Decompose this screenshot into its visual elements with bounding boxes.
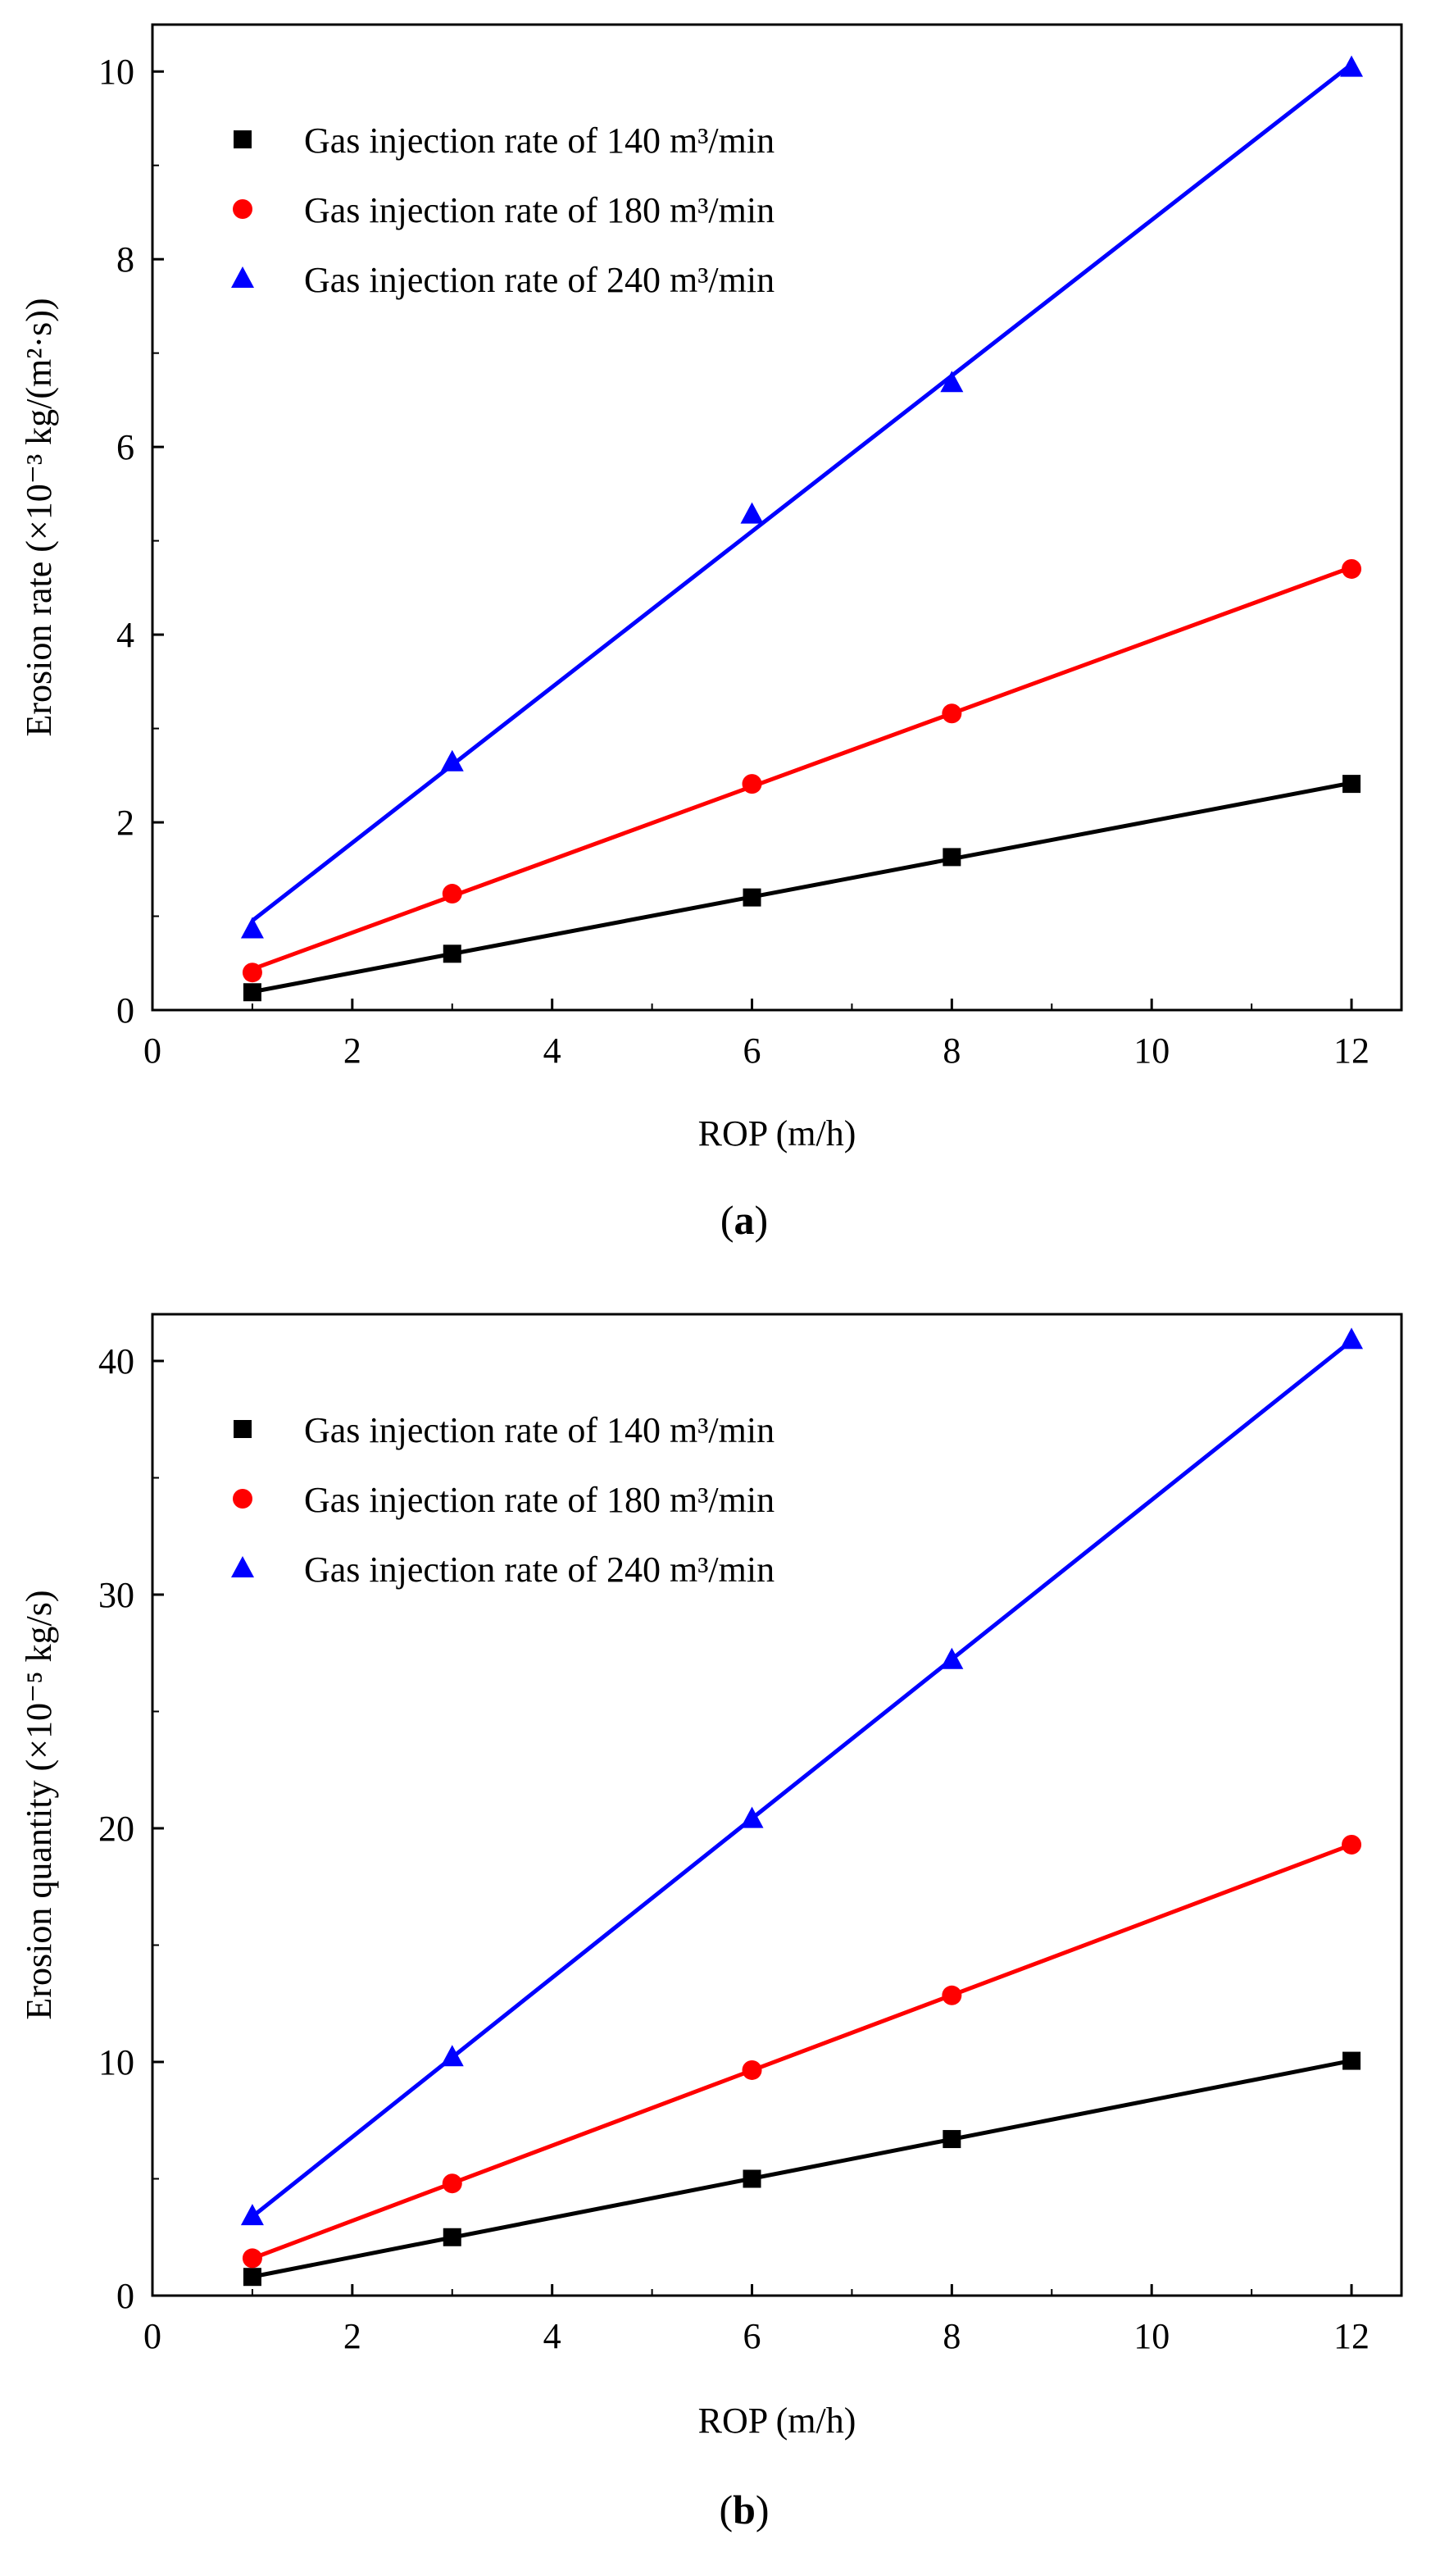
panel-b-series-gas-injection-rate-of-180-m3-min-point: [942, 1985, 962, 2005]
panel-b-legend: Gas injection rate of 140 m³/min Gas inje…: [231, 1410, 775, 1590]
panel-a-series-gas-injection-rate-of-180-m3-min-point: [1342, 558, 1362, 579]
panel-a-legend-marker-circle: [233, 199, 252, 219]
panel-a-legend-marker-triangle: [231, 266, 254, 288]
panel-a-x-tick-label: 4: [543, 1031, 561, 1071]
panel-b-legend-label: Gas injection rate of 240 m³/min: [304, 1550, 775, 1590]
panel-a-series-gas-injection-rate-of-240-m3-min-point: [1340, 55, 1364, 77]
panel-a-legend-marker-square: [234, 130, 252, 148]
panel-a: 0 2 4 6 8 10 12 0 2 4 6 8 10 ROP (m/h) Erosion rate (×…: [19, 23, 1403, 1243]
panel-a-y-axis-title: Erosion rate (×10⁻³ kg/(m²·s)): [19, 298, 59, 736]
panel-a-legend-label: Gas injection rate of 240 m³/min: [304, 260, 775, 300]
panel-b-series-gas-injection-rate-of-240-m3-min: [240, 1327, 1364, 2226]
panel-b-series-gas-injection-rate-of-180-m3-min-point: [242, 2248, 262, 2269]
panel-b-series-gas-injection-rate-of-240-m3-min-point: [440, 2045, 464, 2067]
panel-b-y-axis-title: Erosion quantity (×10⁻⁵ kg/s): [19, 1590, 59, 2019]
panel-b-series-gas-injection-rate-of-140-m3-min-point: [1342, 2051, 1361, 2070]
panel-b-legend-marker-circle: [233, 1489, 252, 1509]
panel-a-plot-frame: [151, 23, 1403, 1012]
panel-b-series-gas-injection-rate-of-180-m3-min-point: [1342, 1834, 1362, 1855]
panel-b-panel-label: (b): [719, 2487, 769, 2533]
panel-a-x-tick-label: 2: [343, 1031, 361, 1071]
panel-a-series-gas-injection-rate-of-240-m3-min-point: [440, 749, 464, 771]
panel-a-x-tick-label: 8: [943, 1031, 961, 1071]
panel-a-y-tick-label: 6: [116, 427, 134, 467]
panel-b-series-gas-injection-rate-of-240-m3-min-point: [740, 1806, 764, 1828]
panel-a-series-gas-injection-rate-of-240-m3-min-point: [740, 502, 764, 524]
panel-a-series-gas-injection-rate-of-140-m3-min-point: [443, 944, 461, 963]
panel-a-y-tick-label: 2: [116, 803, 134, 843]
panel-a-series-gas-injection-rate-of-140-m3-min-point: [243, 983, 261, 1002]
panel-a-series-gas-injection-rate-of-140-m3-min-fit-line: [252, 781, 1352, 994]
panel-a-series-gas-injection-rate-of-180-m3-min-point: [742, 774, 762, 794]
panel-a-y-tick-label: 0: [116, 990, 134, 1031]
panel-b-series-gas-injection-rate-of-140-m3-min-point: [443, 2228, 461, 2246]
panel-b-y-tick-label: 30: [98, 1575, 134, 1615]
panel-a-series-gas-injection-rate-of-180-m3-min-point: [242, 963, 262, 983]
panel-b-series-gas-injection-rate-of-180-m3-min-point: [442, 2173, 462, 2194]
panel-a-series-gas-injection-rate-of-180-m3-min-point: [442, 884, 462, 904]
panel-a-series-gas-injection-rate-of-140-m3-min-point: [943, 848, 961, 867]
panel-b-series-gas-injection-rate-of-140-m3-min-point: [743, 2169, 761, 2188]
panel-b-x-tick-label: 2: [343, 2316, 361, 2356]
panel-b-legend-label: Gas injection rate of 180 m³/min: [304, 1480, 775, 1520]
panel-a-x-tick-label: 10: [1133, 1031, 1170, 1071]
panel-a-series-gas-injection-rate-of-180-m3-min-point: [942, 703, 962, 724]
panel-a-series-gas-injection-rate-of-180-m3-min: [242, 558, 1362, 983]
panel-b-series-gas-injection-rate-of-240-m3-min-fit-line: [251, 1339, 1353, 2219]
panel-a-series-gas-injection-rate-of-180-m3-min-fit-line: [252, 565, 1352, 972]
panel-b-series-gas-injection-rate-of-180-m3-min-point: [742, 2059, 762, 2080]
panel-b-series-gas-injection-rate-of-240-m3-min-point: [940, 1647, 964, 1669]
panel-b-x-tick-label: 10: [1133, 2316, 1170, 2356]
panel-a-series-gas-injection-rate-of-240-m3-min: [240, 55, 1364, 939]
panel-a-series-gas-injection-rate-of-240-m3-min-point: [240, 917, 264, 939]
panel-b-x-tick-label: 6: [743, 2316, 761, 2356]
panel-b-x-axis-title: ROP (m/h): [698, 2401, 856, 2441]
panel-a-series-gas-injection-rate-of-140-m3-min-point: [743, 888, 761, 907]
panel-b-y-tick-label: 40: [98, 1341, 134, 1381]
panel-a-y-tick-label: 8: [116, 239, 134, 280]
panel-b-x-tick-label: 0: [143, 2316, 161, 2356]
panel-b-series-gas-injection-rate-of-140-m3-min-point: [943, 2130, 961, 2149]
panel-b-series-gas-injection-rate-of-240-m3-min-point: [1340, 1327, 1364, 1349]
panel-b-plot-frame: [151, 1313, 1403, 2297]
panel-a-series-gas-injection-rate-of-140-m3-min: [243, 775, 1361, 1002]
panel-a-series-gas-injection-rate-of-240-m3-min-point: [940, 371, 964, 393]
panel-b-series-gas-injection-rate-of-180-m3-min: [242, 1834, 1362, 2269]
panel-b-y-tick-label: 0: [116, 2276, 134, 2316]
panel-b-x-tick-label: 12: [1333, 2316, 1370, 2356]
panel-a-x-tick-label: 0: [143, 1031, 161, 1071]
panel-a-series-gas-injection-rate-of-240-m3-min-fit-line: [251, 62, 1353, 922]
panel-b-legend-label: Gas injection rate of 140 m³/min: [304, 1410, 775, 1450]
panel-a-legend-label: Gas injection rate of 140 m³/min: [304, 121, 775, 161]
panel-b-series-gas-injection-rate-of-180-m3-min-fit-line: [252, 1842, 1352, 2260]
panel-b-series-gas-injection-rate-of-140-m3-min-point: [243, 2268, 261, 2287]
panel-b-legend-marker-triangle: [231, 1556, 254, 1577]
panel-b: 0 2 4 6 8 10 12 0 10 20 30 40 ROP (m/h) Erosion quant…: [19, 1313, 1403, 2533]
panel-a-series-gas-injection-rate-of-140-m3-min-point: [1342, 775, 1361, 794]
panel-a-x-tick-label: 6: [743, 1031, 761, 1071]
panel-b-x-tick-label: 4: [543, 2316, 561, 2356]
panel-b-x-tick-label: 8: [943, 2316, 961, 2356]
panel-b-series-gas-injection-rate-of-140-m3-min: [243, 2051, 1361, 2287]
panel-a-legend-label: Gas injection rate of 180 m³/min: [304, 190, 775, 230]
panel-b-y-tick-label: 20: [98, 1809, 134, 1849]
panel-b-y-tick-label: 10: [98, 2042, 134, 2082]
panel-a-panel-label: (a): [720, 1197, 768, 1243]
panel-a-legend: Gas injection rate of 140 m³/min Gas inje…: [231, 121, 775, 300]
panel-a-x-axis-title: ROP (m/h): [698, 1113, 856, 1154]
panel-b-legend-marker-square: [234, 1420, 252, 1438]
panel-a-y-tick-label: 10: [98, 52, 134, 92]
panel-b-series-gas-injection-rate-of-140-m3-min-fit-line: [252, 2059, 1352, 2279]
panel-a-x-tick-label: 12: [1333, 1031, 1370, 1071]
panel-a-y-tick-label: 4: [116, 615, 134, 655]
panel-b-series-gas-injection-rate-of-240-m3-min-point: [240, 2204, 264, 2226]
